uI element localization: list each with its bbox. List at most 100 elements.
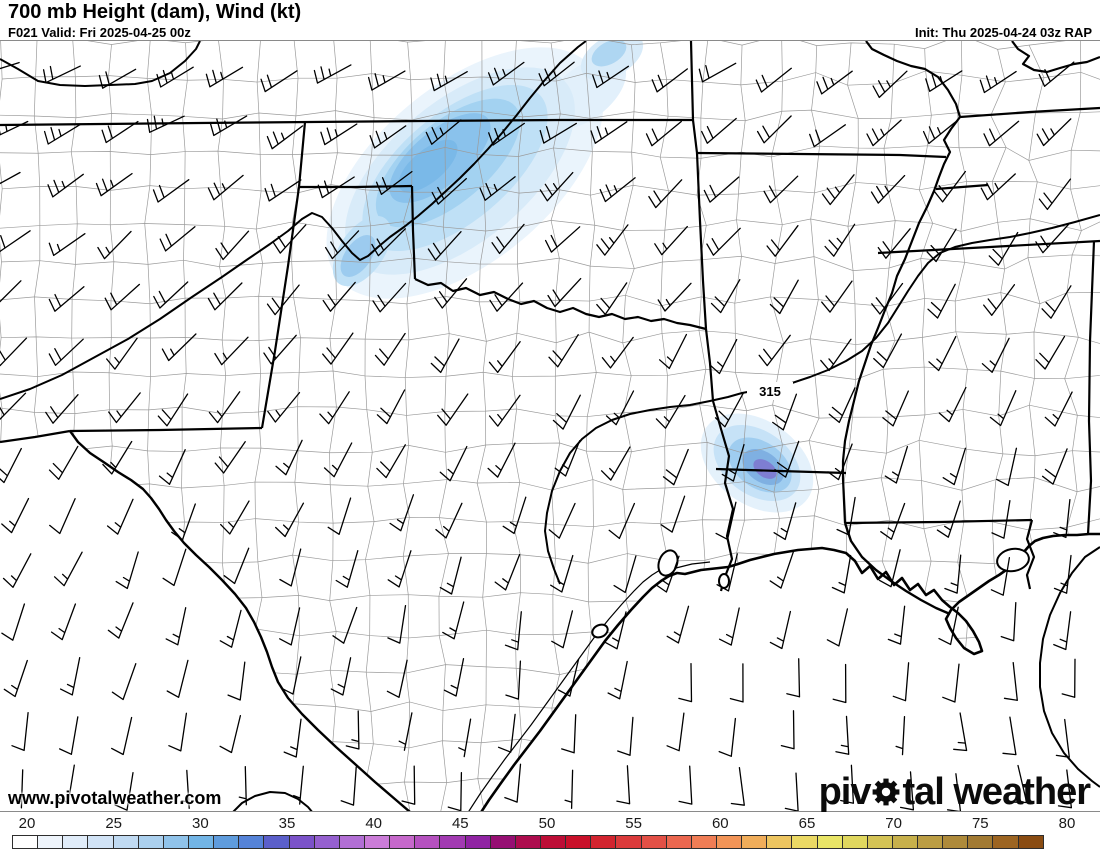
wind-barb	[1055, 718, 1070, 758]
wind-barb	[769, 610, 792, 650]
wind-barb	[322, 332, 354, 365]
wind-barb	[698, 62, 737, 83]
wind-barb	[504, 763, 522, 803]
wind-barb	[816, 70, 853, 95]
wind-barb	[340, 766, 357, 806]
wind-barb	[709, 338, 738, 375]
wind-barb	[107, 602, 134, 639]
wind-barb	[730, 766, 745, 806]
wind-barb	[0, 337, 28, 367]
colorbar-cell	[489, 835, 516, 849]
wind-barb	[988, 231, 1019, 266]
wind-barb	[59, 656, 81, 696]
wind-barb	[437, 393, 469, 426]
wind-barb	[887, 605, 906, 645]
wind-barb	[227, 661, 246, 701]
wind-barb	[645, 120, 682, 147]
wind-barb	[821, 280, 853, 313]
wind-barb	[877, 228, 911, 259]
wind-barb	[820, 338, 852, 372]
wind-barb	[48, 445, 79, 480]
wind-barb	[544, 226, 581, 253]
wind-barb	[899, 771, 915, 811]
colorbar-cell	[917, 835, 944, 849]
wind-barb	[0, 230, 31, 253]
wind-barb	[784, 772, 799, 811]
colorbar-tick: 55	[625, 815, 642, 832]
colorbar-cell	[665, 835, 692, 849]
wind-barb	[1035, 335, 1066, 370]
wind-barb	[729, 663, 744, 703]
colorbar-cell	[891, 835, 919, 849]
init-time-label: Init: Thu 2025-04-24 03z RAP	[915, 25, 1092, 40]
colorbar-cell	[992, 835, 1019, 849]
wind-barb	[111, 663, 137, 701]
wind-barb	[152, 179, 190, 203]
colorbar-cell	[816, 835, 843, 849]
wind-barb	[836, 496, 856, 536]
wind-barb	[264, 179, 302, 202]
colorbar-tick: 65	[798, 815, 816, 832]
wind-barb	[263, 334, 297, 365]
wind-barb	[313, 64, 352, 84]
wind-barb	[772, 393, 798, 431]
wind-barb	[266, 125, 304, 150]
wind-barb	[45, 394, 79, 424]
wind-barb	[648, 179, 683, 209]
wind-barb	[607, 660, 628, 700]
wind-barb	[47, 173, 84, 198]
wind-barb	[272, 224, 307, 254]
wind-barb	[666, 605, 690, 644]
wind-barb	[832, 663, 847, 704]
wind-barb	[942, 663, 960, 703]
wind-barb	[596, 282, 628, 316]
wind-barb	[165, 607, 187, 646]
wind-barb	[1053, 554, 1072, 594]
colorbar-cell	[12, 835, 39, 849]
colorbar-cell	[615, 835, 642, 849]
wind-barb	[335, 550, 359, 588]
page-title: 700 mb Height (dam), Wind (kt)	[8, 1, 302, 23]
wind-barb	[494, 553, 521, 591]
wind-barb	[504, 611, 522, 651]
wind-barb	[983, 284, 1016, 316]
wind-barb	[43, 123, 82, 145]
wind-barb	[111, 716, 133, 756]
wind-barb	[616, 765, 631, 805]
wind-barb	[427, 231, 462, 261]
precip-shading	[326, 41, 814, 513]
wind-barb	[666, 712, 685, 752]
colorbar-cell	[791, 835, 818, 849]
wind-barb	[1035, 223, 1070, 254]
colorbar-cell	[464, 835, 491, 849]
wind-barb	[655, 394, 686, 429]
wind-barb	[599, 177, 636, 203]
wind-barb	[279, 607, 301, 646]
wind-barb	[654, 225, 688, 256]
wind-barb	[655, 555, 680, 593]
wind-barb	[115, 551, 139, 590]
colorbar-cell	[414, 835, 441, 849]
wind-barb	[42, 65, 81, 84]
wind-barb	[375, 170, 413, 195]
wind-barb	[925, 70, 963, 92]
wind-barb	[895, 716, 906, 756]
colorbar-cell	[288, 835, 315, 849]
colorbar-cell	[363, 835, 391, 849]
gear-icon	[871, 777, 901, 807]
wind-barb	[718, 607, 740, 646]
colorbar-cell	[565, 835, 592, 849]
valid-time-label: F021 Valid: Fri 2025-04-25 00z	[8, 25, 191, 40]
wind-barb	[604, 611, 627, 650]
wind-barb	[600, 446, 631, 481]
wind-barb	[156, 66, 194, 88]
colorbar: 20 25 30 35 40 45 50 55 60 65 70 75 80	[0, 812, 1100, 850]
wind-barb	[714, 392, 744, 428]
wind-barb	[548, 502, 576, 539]
wind-barb	[386, 659, 408, 698]
wind-barb	[835, 715, 850, 755]
wind-barb	[996, 447, 1018, 487]
wind-barb	[162, 548, 187, 587]
wind-barb	[439, 556, 462, 595]
wind-barb	[763, 175, 799, 204]
